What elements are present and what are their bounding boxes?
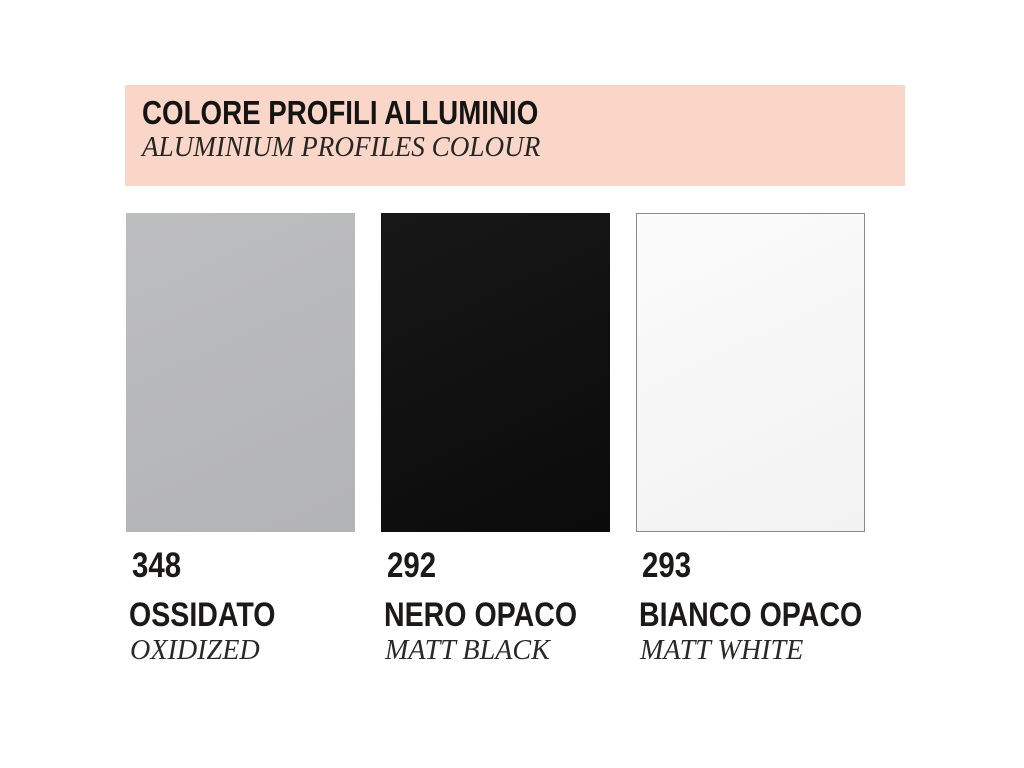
swatch-column-oxidized: 348 OSSIDATO OXIDIZED	[126, 213, 355, 667]
swatch-name: BIANCO OPACO	[639, 596, 863, 634]
swatch-column-matt-black: 292 NERO OPACO MATT BLACK	[381, 213, 610, 667]
swatch-translation: OXIDIZED	[130, 634, 260, 666]
swatch-code: 348	[132, 546, 182, 585]
swatch-translation: MATT BLACK	[385, 634, 550, 666]
header-banner: COLORE PROFILI ALLUMINIO ALUMINIUM PROFI…	[125, 85, 905, 186]
color-swatch-matt-black	[381, 213, 610, 532]
swatch-name: OSSIDATO	[129, 596, 276, 634]
swatch-code: 293	[642, 546, 692, 585]
swatch-name: NERO OPACO	[384, 596, 578, 634]
color-swatch-oxidized	[126, 213, 355, 532]
swatch-code: 292	[387, 546, 437, 585]
swatch-translation: MATT WHITE	[640, 634, 804, 666]
swatch-column-matt-white: 293 BIANCO OPACO MATT WHITE	[636, 213, 865, 667]
color-swatch-matt-white	[636, 213, 865, 532]
page-subtitle: ALUMINIUM PROFILES COLOUR	[142, 132, 541, 163]
page-title: COLORE PROFILI ALLUMINIO	[142, 94, 539, 131]
